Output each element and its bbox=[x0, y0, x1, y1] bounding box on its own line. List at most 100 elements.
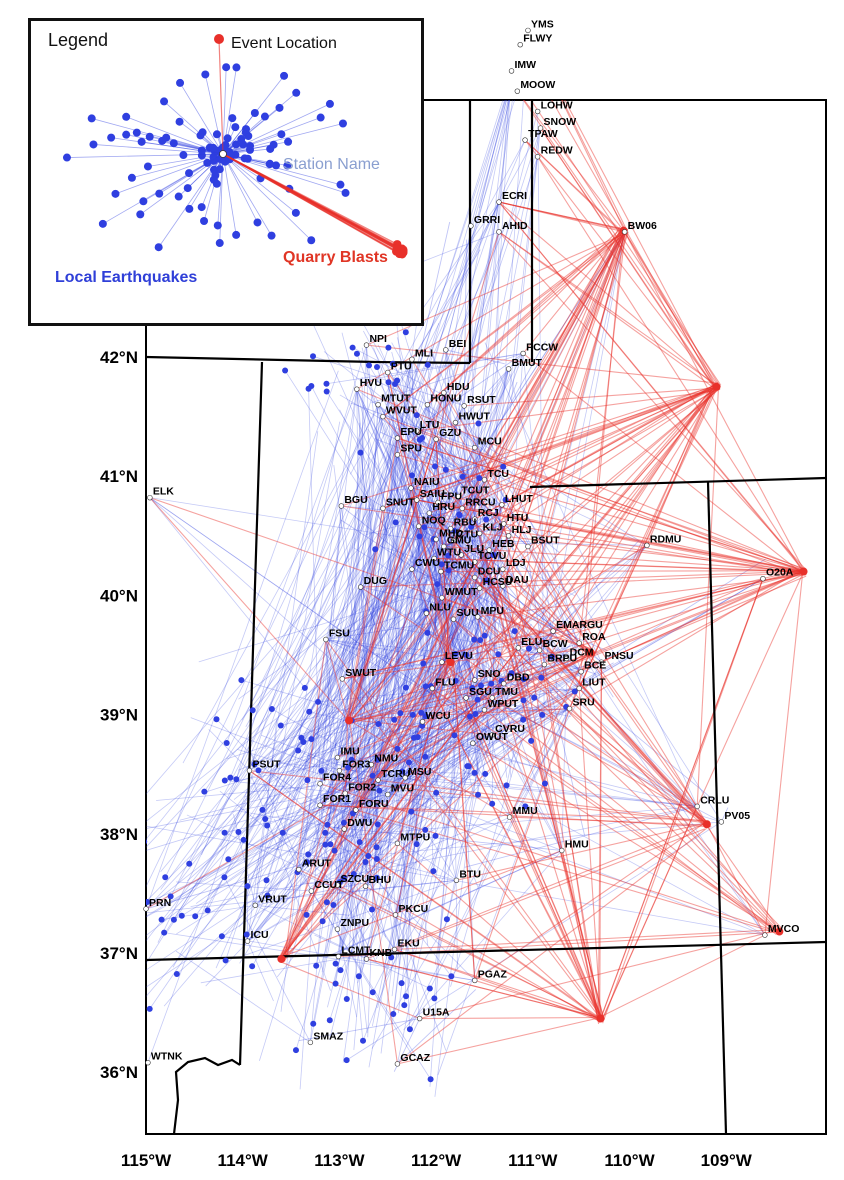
earthquake-ray bbox=[256, 231, 626, 886]
quarry-ray bbox=[281, 539, 437, 956]
earthquake-ray bbox=[322, 708, 570, 818]
earthquake-ray bbox=[475, 588, 481, 712]
legend-earthquake-event bbox=[127, 173, 136, 182]
earthquake-ray bbox=[492, 100, 524, 555]
station-marker bbox=[341, 826, 347, 832]
station-label: LTU bbox=[420, 419, 440, 431]
legend-earthquake-event bbox=[267, 231, 276, 240]
earthquake-ray bbox=[256, 502, 439, 799]
station-label: BEI bbox=[449, 338, 467, 350]
quarry-ray bbox=[498, 231, 715, 389]
station-marker bbox=[461, 403, 467, 409]
earthquake-event bbox=[235, 829, 242, 836]
earthquake-ray bbox=[271, 708, 372, 766]
earthquake-event bbox=[259, 806, 266, 813]
earthquake-ray bbox=[551, 656, 698, 807]
station-marker bbox=[385, 791, 391, 798]
earthquake-ray bbox=[478, 100, 507, 209]
quarry-ray bbox=[370, 660, 448, 765]
earthquake-ray bbox=[247, 828, 436, 942]
earthquake-ray bbox=[356, 353, 476, 681]
station-marker bbox=[506, 814, 513, 820]
station-marker bbox=[353, 807, 359, 813]
earthquake-ray bbox=[416, 499, 446, 506]
earthquake-ray bbox=[351, 661, 602, 721]
station-marker bbox=[441, 390, 447, 396]
earthquake-ray bbox=[445, 349, 502, 525]
earthquake-ray bbox=[394, 731, 488, 950]
quarry-ray bbox=[503, 228, 627, 684]
earthquake-event bbox=[310, 1020, 317, 1027]
earthquake-ray bbox=[396, 502, 439, 738]
quarry-ray bbox=[348, 392, 445, 721]
earthquake-ray bbox=[238, 558, 435, 833]
station-marker bbox=[566, 705, 573, 712]
earthquake-ray bbox=[379, 721, 423, 794]
earthquake-ray bbox=[404, 486, 502, 506]
station-marker bbox=[143, 906, 149, 912]
earthquake-ray bbox=[284, 156, 539, 892]
earthquake-event bbox=[365, 852, 372, 859]
quarry-ray bbox=[509, 816, 601, 1018]
station-marker bbox=[394, 435, 401, 441]
station-label: AHID bbox=[502, 220, 528, 232]
station-label: CWU bbox=[415, 557, 440, 569]
quarry-ray bbox=[422, 386, 720, 723]
earthquake-event bbox=[327, 841, 334, 848]
legend-earthquake-event bbox=[122, 112, 131, 121]
earthquake-event bbox=[304, 777, 311, 784]
earthquake-ray bbox=[414, 550, 433, 689]
quarry-ray bbox=[394, 929, 780, 950]
earthquake-ray-paths bbox=[146, 100, 766, 1097]
station-marker bbox=[517, 41, 523, 48]
legend-earthquake-event bbox=[284, 137, 293, 146]
station-label: DCM bbox=[570, 647, 594, 659]
quarry-ray bbox=[382, 386, 717, 509]
quarry-ray bbox=[508, 232, 629, 537]
earthquake-ray bbox=[412, 672, 493, 736]
earthquake-ray bbox=[488, 535, 510, 580]
earthquake-ray bbox=[397, 607, 486, 844]
earthquake-ray bbox=[391, 697, 467, 881]
legend-earthquake-event bbox=[265, 160, 274, 169]
quarry-ray bbox=[539, 650, 600, 1016]
earthquake-ray bbox=[427, 497, 437, 540]
latitude-label: 40°N bbox=[100, 586, 138, 605]
station-marker bbox=[534, 108, 541, 115]
station-marker bbox=[481, 477, 488, 483]
earthquake-ray bbox=[207, 439, 437, 911]
earthquake-ray bbox=[443, 349, 447, 829]
earthquake-event bbox=[323, 388, 330, 395]
earthquake-ray bbox=[247, 877, 360, 942]
earthquake-ray bbox=[355, 522, 397, 811]
earthquake-ray bbox=[395, 732, 485, 916]
earthquake-event bbox=[430, 868, 437, 875]
station-label: HMU bbox=[565, 838, 589, 850]
quarry-ray bbox=[387, 372, 595, 653]
earthquake-ray bbox=[327, 613, 427, 1008]
earthquake-ray bbox=[391, 342, 554, 632]
quarry-ray bbox=[377, 388, 716, 781]
station-marker bbox=[307, 1039, 314, 1046]
quarry-ray bbox=[503, 385, 718, 684]
earthquake-ray bbox=[397, 622, 489, 1064]
earthquake-ray bbox=[543, 664, 586, 836]
station-label: TMU bbox=[495, 686, 518, 698]
earthquake-ray bbox=[468, 427, 580, 644]
legend-earthquake-event bbox=[325, 99, 334, 108]
station-label: SPU bbox=[400, 443, 422, 455]
earthquake-event bbox=[520, 676, 527, 683]
earthquake-ray bbox=[427, 353, 524, 420]
earthquake-ray bbox=[410, 488, 437, 698]
earthquake-ray bbox=[418, 526, 440, 576]
earthquake-ray bbox=[244, 201, 500, 946]
quarry-ray bbox=[540, 127, 716, 388]
quarry-ray bbox=[696, 385, 720, 807]
earthquake-ray bbox=[338, 424, 400, 957]
quarry-ray bbox=[346, 597, 443, 719]
earthquake-ray bbox=[340, 734, 493, 971]
station-label: FORU bbox=[359, 798, 389, 810]
earthquake-ray bbox=[337, 784, 398, 886]
quarry-ray bbox=[397, 828, 707, 1065]
earthquake-ray bbox=[280, 389, 358, 849]
